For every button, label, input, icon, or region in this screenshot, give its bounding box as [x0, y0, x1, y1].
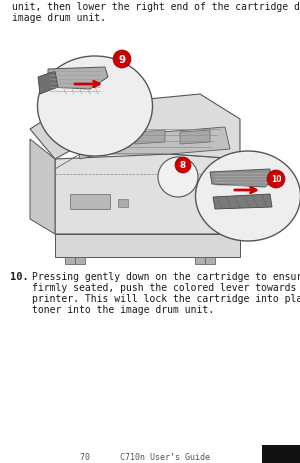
- Polygon shape: [75, 128, 230, 160]
- Bar: [205, 257, 215, 264]
- Polygon shape: [48, 68, 108, 90]
- Ellipse shape: [38, 57, 152, 156]
- Polygon shape: [213, 194, 272, 210]
- Bar: [65, 257, 75, 264]
- Bar: [262, 445, 300, 463]
- Text: 10: 10: [271, 175, 281, 184]
- Polygon shape: [90, 131, 120, 144]
- Ellipse shape: [196, 152, 300, 242]
- Circle shape: [175, 158, 191, 174]
- Text: 9: 9: [118, 55, 126, 65]
- Circle shape: [113, 51, 131, 69]
- Polygon shape: [180, 131, 210, 144]
- Polygon shape: [65, 95, 240, 160]
- Bar: [70, 194, 110, 210]
- Text: 8: 8: [180, 161, 186, 170]
- Bar: [195, 257, 205, 264]
- Text: 10.: 10.: [10, 271, 29, 282]
- Polygon shape: [135, 131, 165, 144]
- Text: Pressing gently down on the cartridge to ensure that it is: Pressing gently down on the cartridge to…: [32, 271, 300, 282]
- Text: unit, then lower the right end of the cartridge down onto the: unit, then lower the right end of the ca…: [12, 2, 300, 12]
- Text: toner into the image drum unit.: toner into the image drum unit.: [32, 304, 214, 314]
- Polygon shape: [55, 155, 240, 234]
- Polygon shape: [30, 140, 55, 234]
- Polygon shape: [30, 108, 100, 160]
- Text: 70      C710n User’s Guide: 70 C710n User’s Guide: [80, 452, 210, 461]
- Ellipse shape: [40, 59, 151, 155]
- Circle shape: [267, 171, 285, 188]
- Polygon shape: [38, 72, 58, 95]
- Text: image drum unit.: image drum unit.: [12, 13, 106, 23]
- Bar: [75, 257, 85, 264]
- Text: firmly seated, push the colored lever towards the rear of the: firmly seated, push the colored lever to…: [32, 282, 300, 292]
- Text: printer. This will lock the cartridge into place and release: printer. This will lock the cartridge in…: [32, 294, 300, 303]
- Bar: [118, 200, 128, 207]
- Ellipse shape: [197, 154, 298, 239]
- Circle shape: [158, 158, 198, 198]
- Polygon shape: [55, 234, 240, 257]
- Polygon shape: [210, 169, 272, 188]
